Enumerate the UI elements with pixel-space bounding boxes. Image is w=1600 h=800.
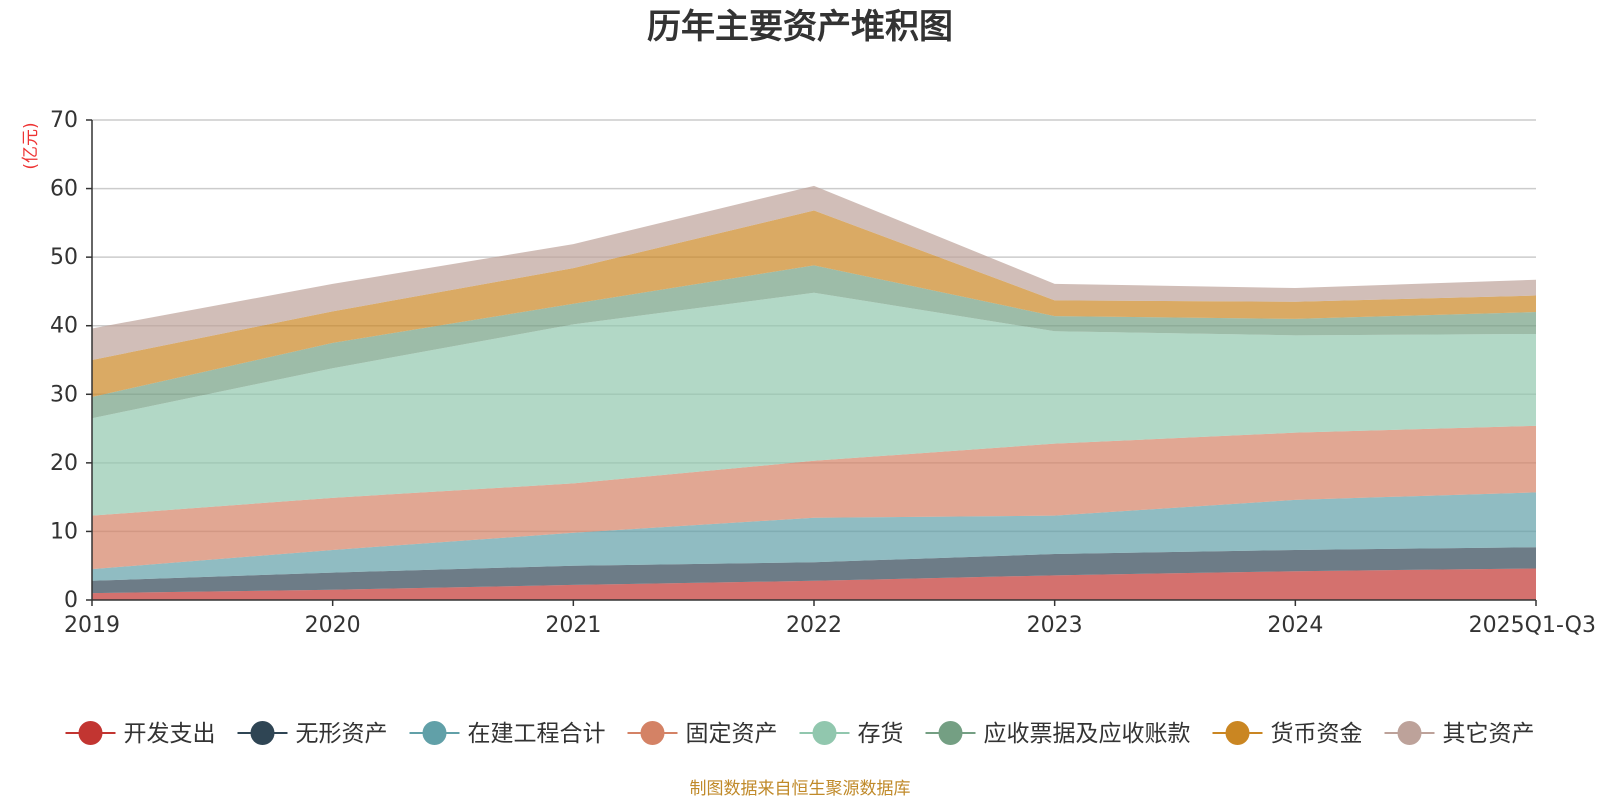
legend-item-6[interactable]: 应收票据及应收账款 xyxy=(925,721,1191,747)
legend-marker-3 xyxy=(422,721,447,745)
legend-marker-1 xyxy=(78,721,103,745)
x-tick-label-1: 2019 xyxy=(64,613,120,638)
legend-label-6: 应收票据及应收账款 xyxy=(984,721,1191,747)
legend-label-8: 其它资产 xyxy=(1443,721,1535,747)
x-tick-label-3: 2021 xyxy=(545,613,601,638)
legend-label-2: 无形资产 xyxy=(296,721,388,747)
legend-label-4: 固定资产 xyxy=(686,721,778,747)
legend-item-4[interactable]: 固定资产 xyxy=(627,721,778,747)
legend-marker-4 xyxy=(640,721,665,745)
legend-marker-6 xyxy=(938,721,963,745)
y-tick-label-40: 40 xyxy=(50,314,78,339)
legend-item-3[interactable]: 在建工程合计 xyxy=(409,721,606,747)
y-axis-unit: (亿元) xyxy=(21,122,41,169)
area-series-7 xyxy=(92,210,1536,398)
legend-item-8[interactable]: 其它资产 xyxy=(1384,721,1535,747)
area-series-1 xyxy=(92,568,1536,600)
legend-label-5: 存货 xyxy=(858,721,904,747)
legend-item-2[interactable]: 无形资产 xyxy=(237,721,388,747)
x-tick-label-4: 2022 xyxy=(786,613,842,638)
legend-label-7: 货币资金 xyxy=(1271,721,1363,747)
area-series-3 xyxy=(92,492,1536,581)
x-tick-label-5: 2023 xyxy=(1027,613,1083,638)
x-tick-label-6: 2024 xyxy=(1267,613,1323,638)
area-series-4 xyxy=(92,425,1536,570)
legend-label-3: 在建工程合计 xyxy=(468,721,606,747)
legend: 开发支出 无形资产 在建工程合计 固定资产 存货 应收票据及应收账款 货币资金 其它资产 xyxy=(65,721,1535,747)
x-tick-label-2: 2020 xyxy=(305,613,361,638)
legend-item-5[interactable]: 存货 xyxy=(799,721,904,747)
legend-marker-2 xyxy=(250,721,275,745)
axes: 0 10 20 30 40 50 60 70 2019 2020 2021 2022 2023 2024 2… xyxy=(50,108,1596,638)
area-series-6 xyxy=(92,265,1536,419)
y-tick-label-10: 10 xyxy=(50,519,78,544)
area-series-5 xyxy=(92,292,1536,516)
x-tick-label-7: 2025Q1-Q3 xyxy=(1469,613,1596,638)
y-tick-label-70: 70 xyxy=(50,108,78,133)
legend-item-7[interactable]: 货币资金 xyxy=(1212,721,1363,747)
legend-marker-5 xyxy=(812,721,837,745)
area-series-2 xyxy=(92,547,1536,594)
legend-marker-7 xyxy=(1225,721,1250,745)
area-series-group xyxy=(92,185,1536,600)
legend-marker-8 xyxy=(1397,721,1422,745)
legend-item-1[interactable]: 开发支出 xyxy=(65,721,216,747)
y-tick-label-0: 0 xyxy=(64,588,78,613)
y-tick-label-50: 50 xyxy=(50,245,78,270)
y-tick-label-30: 30 xyxy=(50,382,78,407)
chart-title: 历年主要资产堆积图 xyxy=(647,7,953,47)
y-tick-label-60: 60 xyxy=(50,177,78,202)
y-tick-label-20: 20 xyxy=(50,451,78,476)
legend-label-1: 开发支出 xyxy=(124,721,216,747)
data-source-note: 制图数据来自恒生聚源数据库 xyxy=(690,779,911,799)
